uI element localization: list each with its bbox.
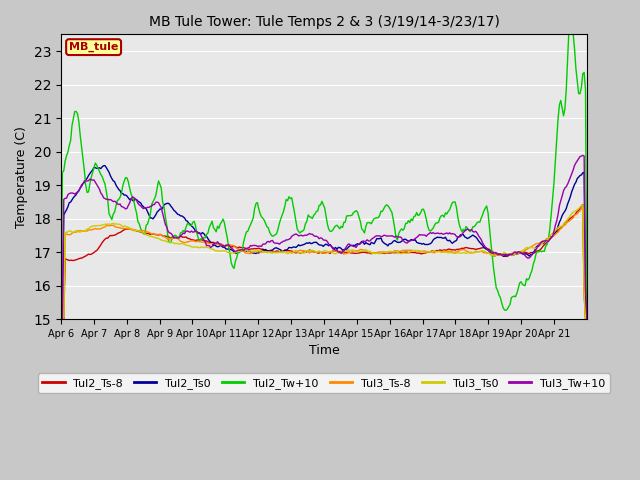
- Tul2_Ts-8: [579, 202, 587, 207]
- Tul3_Ts-8: [57, 316, 65, 322]
- Tul2_Ts-8: [75, 256, 83, 262]
- Y-axis label: Temperature (C): Temperature (C): [15, 126, 28, 228]
- Tul2_Ts0: [580, 169, 588, 175]
- Tul2_Tw+10: [580, 70, 588, 75]
- Tul3_Tw+10: [328, 243, 335, 249]
- Line: Tul3_Ts-8: Tul3_Ts-8: [61, 207, 587, 319]
- Tul2_Ts-8: [328, 249, 335, 254]
- Tul2_Ts0: [433, 234, 441, 240]
- Tul2_Tw+10: [328, 228, 335, 234]
- Tul2_Ts-8: [92, 249, 99, 254]
- Tul3_Ts-8: [92, 226, 99, 231]
- Tul2_Ts-8: [432, 248, 440, 253]
- Tul3_Ts0: [583, 316, 591, 322]
- Line: Tul3_Ts0: Tul3_Ts0: [61, 205, 587, 319]
- Tul2_Ts0: [92, 165, 99, 170]
- Tul3_Tw+10: [432, 230, 440, 236]
- Tul3_Ts-8: [580, 292, 588, 298]
- Tul3_Ts-8: [579, 204, 587, 210]
- Text: MB_tule: MB_tule: [69, 42, 118, 52]
- Tul3_Ts-8: [432, 249, 440, 254]
- Tul3_Ts-8: [328, 249, 335, 255]
- Line: Tul2_Ts0: Tul2_Ts0: [61, 166, 587, 319]
- Tul3_Ts0: [579, 202, 587, 208]
- Tul3_Ts0: [580, 289, 588, 295]
- Tul2_Ts0: [511, 251, 519, 257]
- Tul3_Tw+10: [57, 316, 65, 322]
- Tul2_Ts0: [75, 188, 83, 193]
- Tul2_Ts-8: [57, 316, 65, 322]
- Tul3_Tw+10: [92, 180, 99, 185]
- X-axis label: Time: Time: [308, 344, 339, 357]
- Tul3_Ts-8: [583, 316, 591, 322]
- Tul3_Tw+10: [580, 153, 588, 159]
- Tul3_Tw+10: [510, 249, 518, 255]
- Tul2_Ts-8: [580, 289, 588, 295]
- Tul2_Ts-8: [510, 251, 518, 256]
- Tul3_Ts-8: [75, 228, 83, 234]
- Line: Tul2_Tw+10: Tul2_Tw+10: [61, 14, 587, 319]
- Tul3_Ts0: [75, 229, 83, 235]
- Tul2_Ts-8: [583, 316, 591, 322]
- Tul3_Tw+10: [579, 153, 587, 158]
- Tul2_Tw+10: [57, 316, 65, 322]
- Tul2_Ts0: [329, 245, 337, 251]
- Tul2_Tw+10: [583, 316, 591, 322]
- Tul3_Ts0: [92, 223, 99, 229]
- Tul3_Ts-8: [510, 251, 518, 256]
- Tul2_Tw+10: [75, 119, 83, 125]
- Tul2_Ts0: [583, 316, 591, 322]
- Tul2_Tw+10: [432, 220, 440, 226]
- Tul2_Tw+10: [566, 12, 574, 17]
- Tul2_Tw+10: [510, 293, 518, 299]
- Tul3_Ts0: [328, 249, 335, 255]
- Tul3_Tw+10: [583, 316, 591, 322]
- Line: Tul3_Tw+10: Tul3_Tw+10: [61, 156, 587, 319]
- Tul3_Ts0: [57, 316, 65, 322]
- Tul2_Ts0: [101, 163, 109, 168]
- Title: MB Tule Tower: Tule Temps 2 & 3 (3/19/14-3/23/17): MB Tule Tower: Tule Temps 2 & 3 (3/19/14…: [148, 15, 499, 29]
- Tul3_Tw+10: [75, 188, 83, 193]
- Line: Tul2_Ts-8: Tul2_Ts-8: [61, 204, 587, 319]
- Tul2_Ts0: [57, 316, 65, 322]
- Legend: Tul2_Ts-8, Tul2_Ts0, Tul2_Tw+10, Tul3_Ts-8, Tul3_Ts0, Tul3_Tw+10: Tul2_Ts-8, Tul2_Ts0, Tul2_Tw+10, Tul3_Ts…: [38, 373, 610, 393]
- Tul2_Tw+10: [92, 160, 99, 166]
- Tul3_Ts0: [510, 252, 518, 258]
- Tul3_Ts0: [432, 249, 440, 254]
